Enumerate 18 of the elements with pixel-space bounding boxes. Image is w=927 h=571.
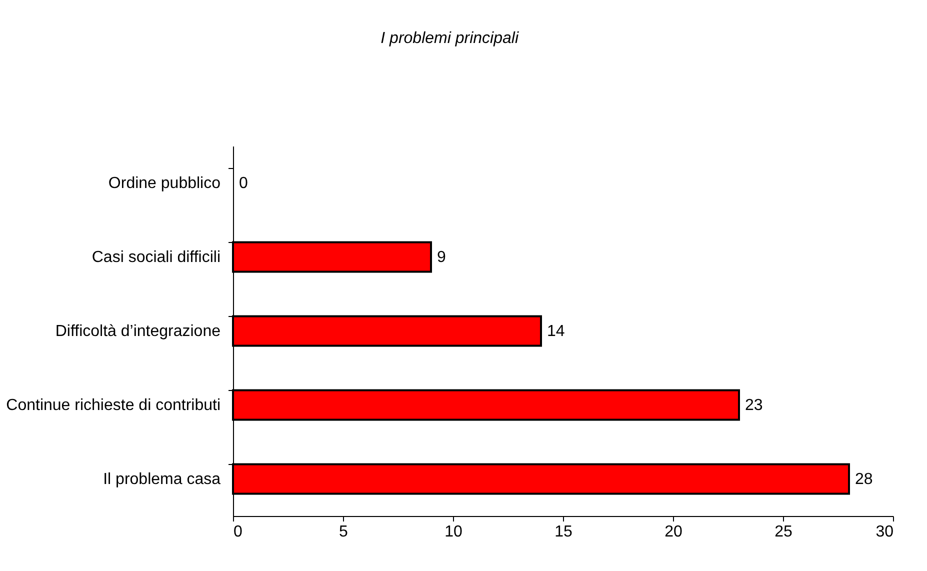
x-tick-label: 10	[444, 524, 462, 540]
x-tick-label: 25	[774, 524, 792, 540]
data-label: 9	[437, 249, 446, 266]
y-tick-label: Difficoltà d’integrazione	[55, 323, 221, 340]
x-tick-label: 15	[554, 524, 572, 540]
y-tick-label: Ordine pubblico	[108, 175, 221, 192]
x-tick-label: 30	[876, 524, 894, 540]
y-tick-label: Casi sociali difficili	[92, 249, 220, 266]
x-tick-label: 5	[339, 524, 348, 540]
y-tick-label: Il problema casa	[103, 471, 221, 488]
data-label: 23	[745, 397, 763, 414]
y-tick-label: Continue richieste di contributi	[6, 397, 220, 414]
data-label: 14	[547, 323, 565, 340]
x-tick-label: 0	[234, 524, 242, 540]
chart-title: I problemi principali	[380, 30, 519, 47]
x-tick-label: 20	[664, 524, 682, 540]
data-label: 28	[855, 471, 873, 488]
data-label: 0	[239, 175, 248, 192]
